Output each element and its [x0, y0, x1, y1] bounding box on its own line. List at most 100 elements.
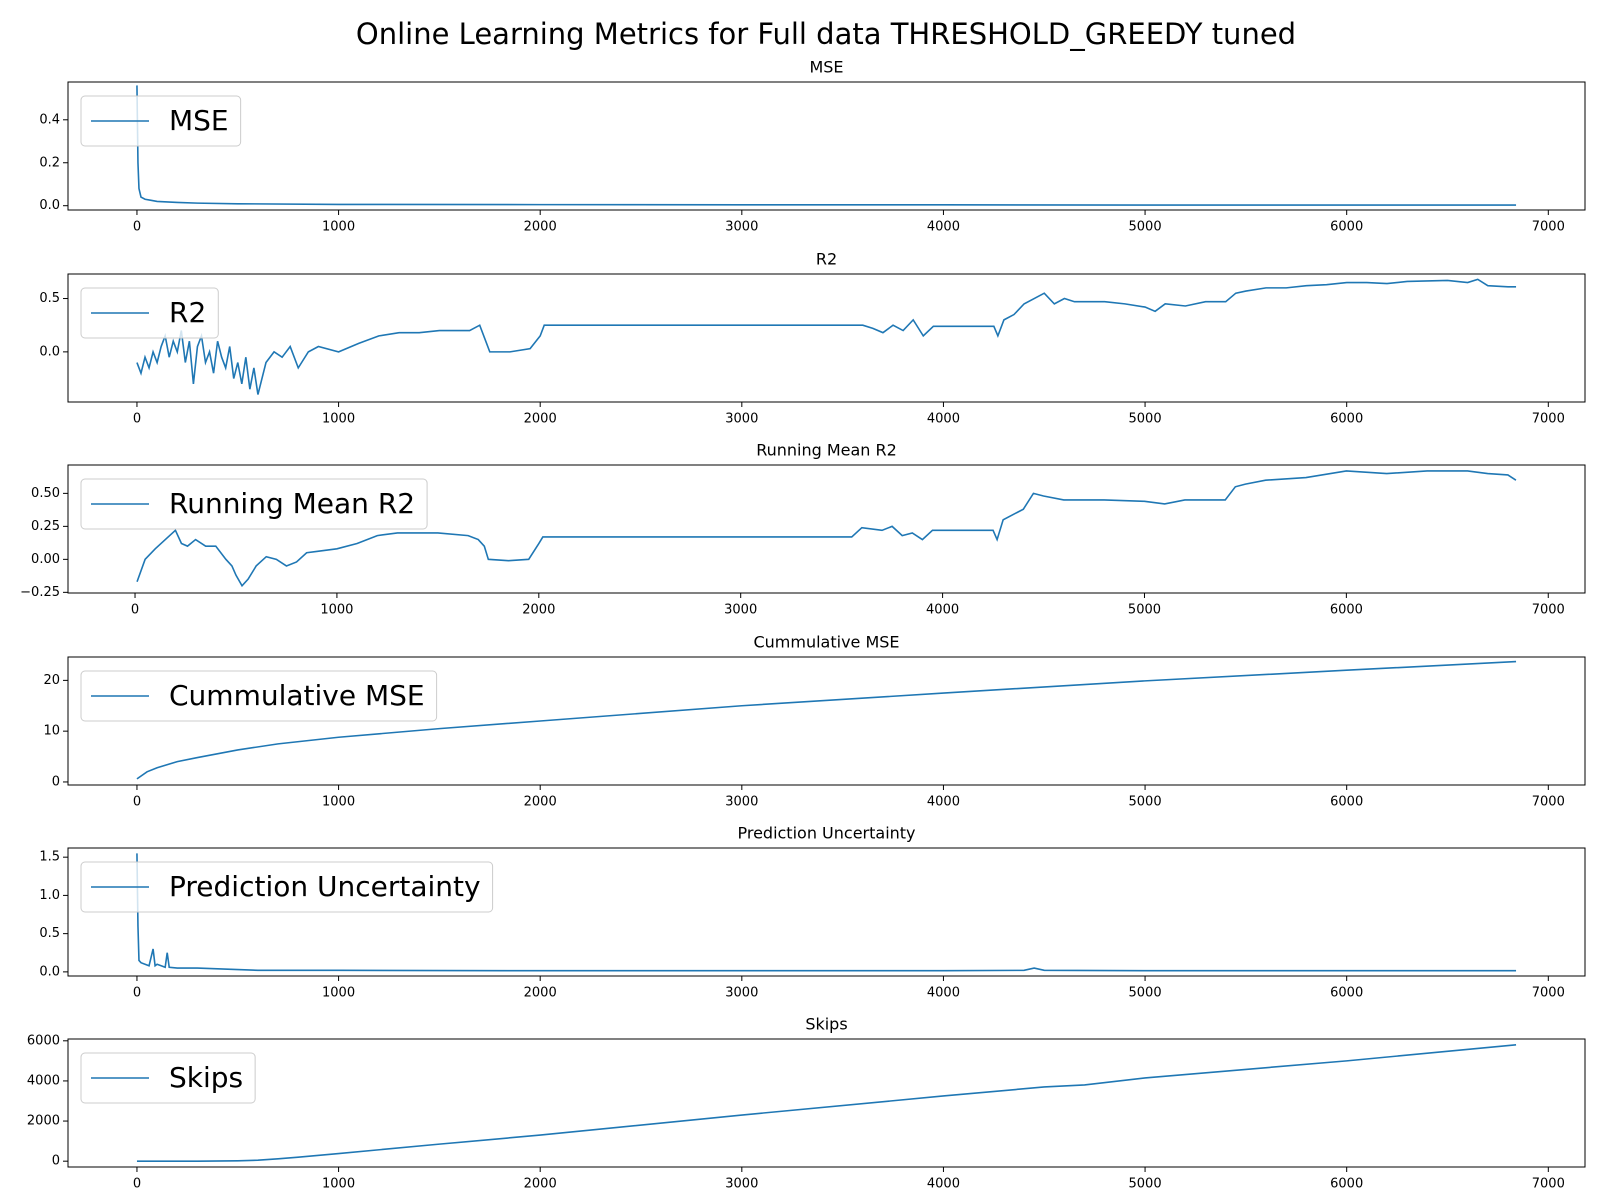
legend-label: R2 [169, 296, 206, 329]
x-tick-label: 3000 [724, 603, 757, 618]
x-tick-label: 4000 [927, 986, 960, 1001]
legend: Running Mean R2 [80, 478, 428, 530]
y-tick-label: −0.25 [20, 585, 60, 600]
x-tick-label: 3000 [725, 220, 758, 235]
y-tick-label: 0 [52, 1154, 60, 1169]
x-tick-label: 1000 [322, 412, 355, 427]
figure-title: Online Learning Metrics for Full data TH… [356, 17, 1296, 51]
x-tick-label: 4000 [927, 412, 960, 427]
y-tick-label: 2000 [27, 1114, 60, 1129]
y-tick-label: 10 [43, 724, 60, 739]
y-tick-label: 0.5 [39, 926, 60, 941]
legend-box [80, 287, 219, 339]
x-tick-label: 2000 [524, 220, 557, 235]
x-tick-label: 2000 [524, 1177, 557, 1192]
x-tick-label: 0 [133, 986, 141, 1001]
axes-frame [67, 273, 1586, 403]
x-tick-label: 5000 [1129, 986, 1162, 1001]
x-tick-label: 7000 [1532, 795, 1565, 810]
x-tick-label: 6000 [1330, 603, 1363, 618]
legend-box [80, 861, 494, 913]
subplot-title: R2 [816, 250, 837, 269]
x-tick-label: 0 [133, 220, 141, 235]
x-tick-label: 6000 [1330, 795, 1363, 810]
x-tick-label: 2000 [524, 986, 557, 1001]
legend-box [80, 478, 428, 530]
x-tick-label: 1000 [322, 986, 355, 1001]
axes-frame [67, 847, 1586, 977]
y-tick-label: 0.0 [39, 964, 60, 979]
legend-box [80, 95, 242, 147]
axes-frame [67, 656, 1586, 786]
y-tick-label: 0.2 [39, 155, 60, 170]
legend-label: Skips [169, 1061, 243, 1094]
subplot-title: Skips [805, 1015, 847, 1034]
x-tick-label: 7000 [1532, 412, 1565, 427]
legend: R2 [80, 287, 219, 339]
y-tick-label: 0 [52, 774, 60, 789]
line-series [136, 278, 1517, 395]
legend: Skips [80, 1052, 256, 1104]
x-tick-label: 1000 [322, 220, 355, 235]
y-tick-label: 0.4 [39, 112, 60, 127]
x-tick-label: 3000 [725, 986, 758, 1001]
x-tick-label: 6000 [1330, 986, 1363, 1001]
x-tick-label: 4000 [927, 795, 960, 810]
x-tick-label: 6000 [1330, 220, 1363, 235]
x-tick-label: 5000 [1129, 795, 1162, 810]
line-series [136, 660, 1517, 780]
subplot-title: Running Mean R2 [756, 441, 897, 460]
x-tick-label: 7000 [1532, 220, 1565, 235]
x-tick-label: 0 [133, 1177, 141, 1192]
x-tick-label: 4000 [926, 603, 959, 618]
x-tick-label: 7000 [1532, 986, 1565, 1001]
y-tick-label: 1.0 [39, 888, 60, 903]
x-tick-label: 5000 [1129, 220, 1162, 235]
x-tick-label: 7000 [1532, 1177, 1565, 1192]
subplot-title: MSE [809, 58, 843, 77]
x-tick-label: 5000 [1129, 412, 1162, 427]
legend: MSE [80, 95, 242, 147]
x-tick-label: 1000 [322, 1177, 355, 1192]
x-tick-label: 2000 [522, 603, 555, 618]
y-tick-label: 0.50 [31, 486, 60, 501]
legend-label: MSE [169, 104, 229, 137]
x-tick-label: 3000 [725, 412, 758, 427]
y-tick-label: 4000 [27, 1073, 60, 1088]
x-tick-label: 1000 [322, 795, 355, 810]
y-tick-label: 0.5 [39, 291, 60, 306]
x-tick-label: 6000 [1330, 412, 1363, 427]
axes-frame [67, 1038, 1586, 1168]
x-tick-label: 0 [133, 412, 141, 427]
y-tick-label: 0.25 [31, 519, 60, 534]
line-series [136, 853, 1517, 972]
y-tick-label: 1.5 [39, 850, 60, 865]
x-tick-label: 4000 [927, 220, 960, 235]
axes-frame [67, 464, 1586, 594]
legend-label: Running Mean R2 [169, 487, 415, 520]
line-series [136, 85, 1517, 206]
x-tick-label: 2000 [524, 412, 557, 427]
x-tick-label: 5000 [1128, 603, 1161, 618]
y-tick-label: 0.0 [39, 344, 60, 359]
axes-frame [67, 81, 1586, 211]
legend-label: Prediction Uncertainty [169, 870, 481, 903]
x-tick-label: 3000 [725, 795, 758, 810]
legend: Prediction Uncertainty [80, 861, 494, 913]
subplot-title: Cummulative MSE [753, 633, 899, 652]
x-tick-label: 0 [131, 603, 139, 618]
y-tick-label: 6000 [27, 1033, 60, 1048]
line-series [136, 1044, 1517, 1162]
y-tick-label: 20 [43, 673, 60, 688]
x-tick-label: 4000 [927, 1177, 960, 1192]
legend: Cummulative MSE [80, 670, 438, 722]
y-tick-label: 0.0 [39, 198, 60, 213]
x-tick-label: 7000 [1532, 603, 1565, 618]
x-tick-label: 3000 [725, 1177, 758, 1192]
x-tick-label: 1000 [320, 603, 353, 618]
x-tick-label: 6000 [1330, 1177, 1363, 1192]
line-series [136, 470, 1517, 588]
legend-label: Cummulative MSE [169, 679, 425, 712]
